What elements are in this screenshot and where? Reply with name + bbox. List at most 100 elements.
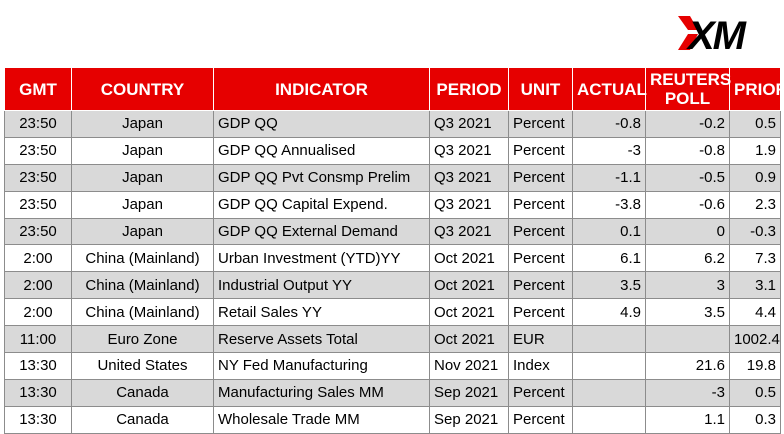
cell-prior: 4.4 <box>729 298 781 327</box>
cell-unit: Index <box>508 352 573 380</box>
cell-reuters-poll <box>645 325 730 354</box>
header-period: PERIOD <box>429 67 509 111</box>
cell-prior: -0.3 <box>729 217 781 246</box>
cell-prior: 0.9 <box>729 163 781 192</box>
table-row: 23:50 Japan GDP QQ Q3 2021 Percent -0.8 -0.2 0.… <box>4 110 781 138</box>
cell-prior: 1.9 <box>729 136 781 165</box>
cell-actual: 6.1 <box>572 244 646 273</box>
cell-gmt: 23:50 <box>4 163 72 192</box>
cell-period: Oct 2021 <box>429 298 509 327</box>
cell-country: Canada <box>71 405 214 434</box>
cell-unit: Percent <box>508 298 573 327</box>
cell-reuters-poll: 1.1 <box>645 405 730 434</box>
cell-unit: Percent <box>508 190 573 219</box>
cell-country: Euro Zone <box>71 325 214 354</box>
cell-prior: 7.3 <box>729 244 781 273</box>
header-reuters-poll-line1: REUTERS <box>650 70 732 89</box>
cell-indicator: Wholesale Trade MM <box>213 405 430 434</box>
cell-indicator: Industrial Output YY <box>213 271 430 300</box>
cell-actual <box>572 325 646 354</box>
header-country: COUNTRY <box>71 67 214 111</box>
cell-actual <box>572 378 646 407</box>
cell-reuters-poll: 0 <box>645 217 730 246</box>
table-header-row: GMT COUNTRY INDICATOR PERIOD UNIT ACTUAL… <box>4 67 784 111</box>
cell-gmt: 2:00 <box>4 244 72 273</box>
table-row: 13:30 Canada Wholesale Trade MM Sep 2021 Per… <box>4 405 781 434</box>
cell-actual <box>572 352 646 380</box>
xm-logo-mark: XM <box>678 14 750 54</box>
cell-actual: 4.9 <box>572 298 646 327</box>
cell-gmt: 2:00 <box>4 298 72 327</box>
cell-reuters-poll: -0.2 <box>645 110 730 138</box>
cell-gmt: 2:00 <box>4 271 72 300</box>
cell-unit: Percent <box>508 271 573 300</box>
table-row: 11:00 Euro Zone Reserve Assets Total Oct 20… <box>4 325 781 354</box>
cell-prior: 3.1 <box>729 271 781 300</box>
table-body: 23:50 Japan GDP QQ Q3 2021 Percent -0.8 -0.2 0.… <box>4 110 781 434</box>
cell-gmt: 23:50 <box>4 190 72 219</box>
header-unit: UNIT <box>508 67 573 111</box>
cell-period: Nov 2021 <box>429 352 509 380</box>
cell-period: Q3 2021 <box>429 110 509 138</box>
cell-reuters-poll: -3 <box>645 378 730 407</box>
cell-country: Japan <box>71 110 214 138</box>
cell-reuters-poll: 3 <box>645 271 730 300</box>
cell-country: China (Mainland) <box>71 298 214 327</box>
cell-country: Japan <box>71 190 214 219</box>
cell-prior: 19.8 <box>729 352 781 380</box>
cell-actual <box>572 405 646 434</box>
xm-logo: XM <box>676 12 774 54</box>
cell-unit: Percent <box>508 378 573 407</box>
cell-period: Oct 2021 <box>429 244 509 273</box>
svg-text:XM: XM <box>686 14 748 54</box>
cell-reuters-poll: 21.6 <box>645 352 730 380</box>
cell-indicator: GDP QQ <box>213 110 430 138</box>
header-reuters-poll-line2: POLL <box>664 89 711 108</box>
cell-unit: Percent <box>508 217 573 246</box>
cell-period: Oct 2021 <box>429 325 509 354</box>
header-prior: PRIOR <box>729 67 784 111</box>
cell-indicator: Reserve Assets Total <box>213 325 430 354</box>
cell-country: China (Mainland) <box>71 244 214 273</box>
cell-actual: -3.8 <box>572 190 646 219</box>
table-row: 2:00 China (Mainland) Industrial Output YY… <box>4 271 781 300</box>
cell-country: Japan <box>71 136 214 165</box>
cell-period: Oct 2021 <box>429 271 509 300</box>
cell-unit: EUR <box>508 325 573 354</box>
cell-gmt: 13:30 <box>4 352 72 380</box>
cell-period: Sep 2021 <box>429 378 509 407</box>
table-row: 23:50 Japan GDP QQ Pvt Consmp Prelim Q3 202… <box>4 163 781 192</box>
cell-gmt: 13:30 <box>4 378 72 407</box>
cell-prior: 0.5 <box>729 378 781 407</box>
cell-indicator: GDP QQ Annualised <box>213 136 430 165</box>
header-actual: ACTUAL <box>572 67 647 111</box>
cell-prior: 1002.4 <box>729 325 781 354</box>
cell-gmt: 23:50 <box>4 217 72 246</box>
cell-actual: -0.8 <box>572 110 646 138</box>
cell-prior: 0.5 <box>729 110 781 138</box>
cell-actual: -3 <box>572 136 646 165</box>
cell-actual: -1.1 <box>572 163 646 192</box>
economic-calendar-table: GMT COUNTRY INDICATOR PERIOD UNIT ACTUAL… <box>4 67 784 434</box>
cell-period: Q3 2021 <box>429 136 509 165</box>
cell-gmt: 11:00 <box>4 325 72 354</box>
cell-gmt: 23:50 <box>4 110 72 138</box>
cell-actual: 0.1 <box>572 217 646 246</box>
cell-reuters-poll: -0.5 <box>645 163 730 192</box>
cell-period: Sep 2021 <box>429 405 509 434</box>
table-row: 13:30 United States NY Fed Manufacturing No… <box>4 352 781 380</box>
cell-period: Q3 2021 <box>429 190 509 219</box>
cell-indicator: GDP QQ External Demand <box>213 217 430 246</box>
cell-period: Q3 2021 <box>429 217 509 246</box>
cell-country: Canada <box>71 378 214 407</box>
cell-prior: 2.3 <box>729 190 781 219</box>
cell-gmt: 23:50 <box>4 136 72 165</box>
cell-country: United States <box>71 352 214 380</box>
cell-country: Japan <box>71 163 214 192</box>
header-gmt: GMT <box>4 67 72 111</box>
table-row: 13:30 Canada Manufacturing Sales MM Sep 202… <box>4 378 781 407</box>
header-indicator: INDICATOR <box>213 67 430 111</box>
cell-unit: Percent <box>508 163 573 192</box>
cell-unit: Percent <box>508 405 573 434</box>
table-row: 23:50 Japan GDP QQ External Demand Q3 2021 P… <box>4 217 781 246</box>
